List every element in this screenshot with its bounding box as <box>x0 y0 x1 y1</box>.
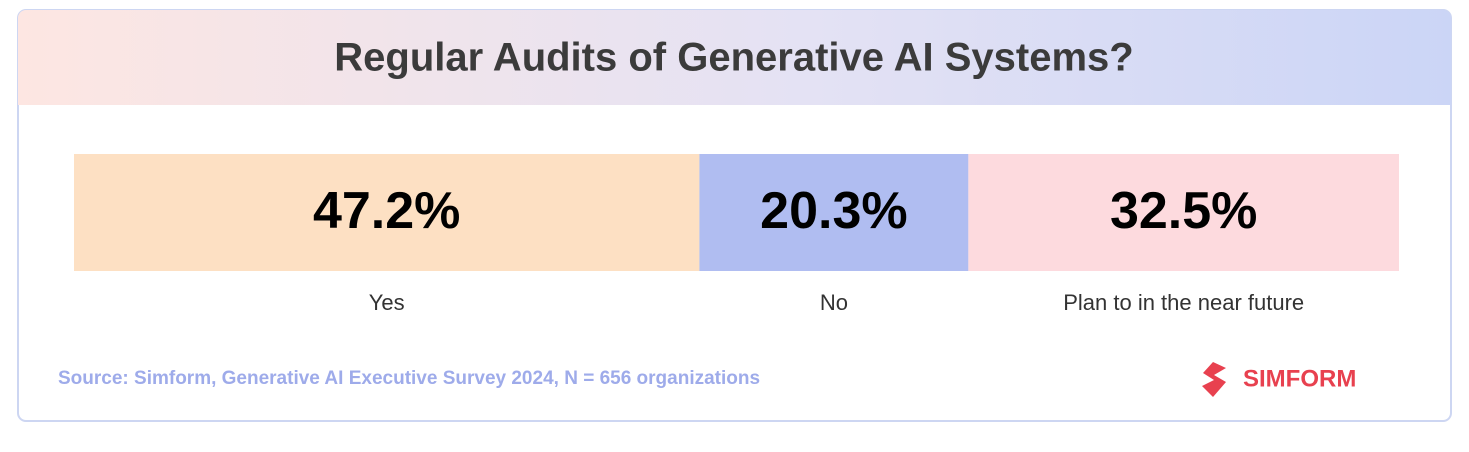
value-label: 32.5% <box>1110 182 1257 240</box>
category-label: Yes <box>369 290 405 315</box>
logo: SIMFORM <box>1202 362 1356 397</box>
category-label: Plan to in the near future <box>1063 290 1304 315</box>
bar-segment <box>968 154 1399 271</box>
bar-segment <box>74 154 700 271</box>
logo-text: SIMFORM <box>1243 365 1356 392</box>
source-note: Source: Simform, Generative AI Executive… <box>58 368 760 389</box>
value-label: 47.2% <box>313 182 460 240</box>
value-label: 20.3% <box>760 182 907 240</box>
header-band <box>18 10 1451 105</box>
bar-segment <box>699 154 969 271</box>
logo-icon <box>1202 362 1226 397</box>
chart-title: Regular Audits of Generative AI Systems? <box>334 36 1133 80</box>
category-label: No <box>820 290 848 315</box>
